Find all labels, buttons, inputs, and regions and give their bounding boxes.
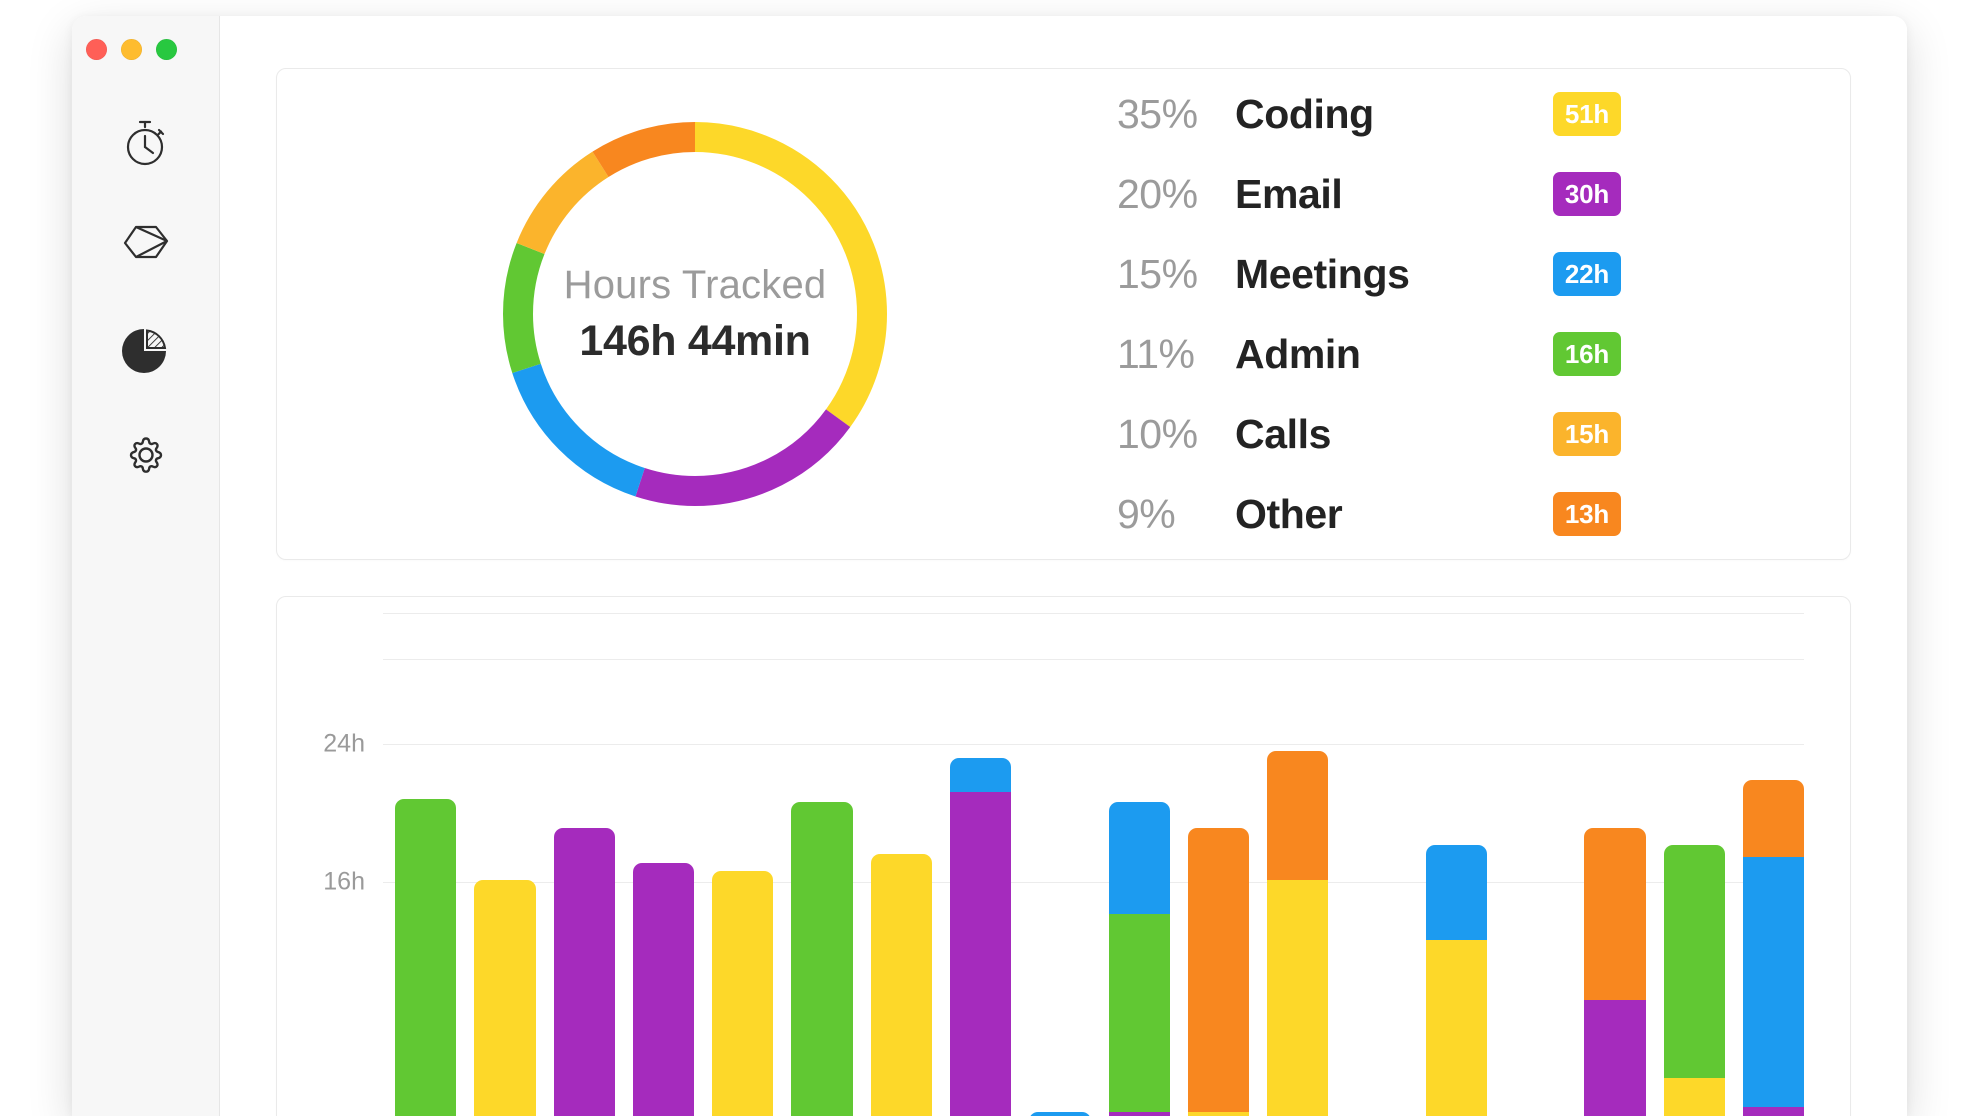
sidebar bbox=[72, 16, 220, 1116]
minimize-button[interactable] bbox=[121, 39, 142, 60]
chart-bar-segment bbox=[1663, 1077, 1725, 1116]
legend-category-name: Meetings bbox=[1235, 250, 1410, 297]
gear-icon bbox=[119, 428, 173, 482]
chart-bar-segment bbox=[791, 802, 853, 1116]
close-button[interactable] bbox=[86, 39, 107, 60]
chart-bar[interactable] bbox=[553, 828, 615, 1116]
donut-segment-other[interactable] bbox=[503, 122, 887, 506]
legend-percent: 20% bbox=[1117, 170, 1198, 217]
bar-chart[interactable]: 24h 16h bbox=[277, 597, 1850, 1116]
legend-hours-badge: 13h bbox=[1553, 492, 1621, 536]
legend-percent: 9% bbox=[1117, 490, 1176, 537]
legend-category-name: Other bbox=[1235, 490, 1343, 537]
chart-gridline bbox=[383, 881, 1804, 883]
chart-bar-segment bbox=[1584, 828, 1646, 1001]
chart-bar[interactable] bbox=[474, 879, 536, 1116]
chart-bar-segment bbox=[949, 757, 1012, 793]
category-legend: 35% Coding 51h 20% Email 30h 15% Meetings 22h 11%… bbox=[1117, 74, 1621, 554]
hours-summary-card: Hours Tracked 146h 44min 35% Coding 51h 20%… bbox=[276, 68, 1851, 560]
donut-svg bbox=[503, 122, 887, 506]
chart-bar-segment bbox=[1108, 802, 1170, 915]
chart-bar[interactable] bbox=[1663, 845, 1725, 1116]
polygon-icon bbox=[119, 222, 173, 272]
chart-bar-segment bbox=[1029, 1112, 1091, 1116]
sidebar-item-reports[interactable] bbox=[115, 320, 177, 382]
chart-bar-segment bbox=[632, 862, 695, 1116]
chart-bar-segment bbox=[1742, 780, 1805, 858]
legend-percent: 10% bbox=[1117, 410, 1198, 457]
legend-category-name: Coding bbox=[1235, 90, 1374, 137]
legend-hours-badge: 22h bbox=[1553, 252, 1621, 296]
chart-bar[interactable] bbox=[1742, 780, 1805, 1116]
legend-row[interactable]: 10% Calls 15h bbox=[1117, 394, 1621, 474]
legend-hours-badge: 15h bbox=[1553, 412, 1621, 456]
chart-bar-segment bbox=[1425, 845, 1487, 940]
chart-bar-segment bbox=[1187, 1112, 1250, 1116]
chart-gridline bbox=[383, 613, 1804, 614]
chart-bar-segment bbox=[870, 854, 932, 1116]
pie-chart-icon bbox=[120, 325, 172, 377]
sidebar-item-settings[interactable] bbox=[115, 424, 177, 486]
chart-bar-segment bbox=[1425, 940, 1487, 1116]
chart-gridline bbox=[383, 744, 1804, 746]
y-axis-tick-label: 16h bbox=[323, 867, 365, 896]
sidebar-item-timer[interactable] bbox=[115, 112, 177, 174]
chart-gridline bbox=[383, 659, 1804, 660]
legend-row[interactable]: 15% Meetings 22h bbox=[1117, 234, 1621, 314]
legend-hours-badge: 51h bbox=[1553, 92, 1621, 136]
legend-hours-badge: 30h bbox=[1553, 172, 1621, 216]
zoom-button[interactable] bbox=[156, 39, 177, 60]
sidebar-item-projects[interactable] bbox=[115, 216, 177, 278]
chart-bar[interactable] bbox=[1029, 1112, 1091, 1116]
y-axis-tick-label: 24h bbox=[323, 729, 365, 758]
sidebar-nav bbox=[72, 112, 219, 486]
chart-bar-segment bbox=[712, 871, 774, 1116]
donut-segment-email[interactable] bbox=[503, 122, 887, 506]
legend-hours-badge: 16h bbox=[1553, 332, 1621, 376]
legend-category-name: Calls bbox=[1235, 410, 1331, 457]
chart-bar[interactable] bbox=[1267, 750, 1329, 1116]
legend-category-name: Admin bbox=[1235, 330, 1361, 377]
chart-bar-segment bbox=[1742, 857, 1805, 1107]
chart-bar[interactable] bbox=[1425, 845, 1487, 1116]
donut-chart[interactable]: Hours Tracked 146h 44min bbox=[455, 104, 935, 524]
chart-bar-segment bbox=[1108, 914, 1170, 1112]
chart-bar[interactable] bbox=[949, 757, 1012, 1116]
chart-bar[interactable] bbox=[1108, 802, 1170, 1116]
legend-row[interactable]: 11% Admin 16h bbox=[1117, 314, 1621, 394]
app-window: Hours Tracked 146h 44min 35% Coding 51h 20%… bbox=[72, 16, 1907, 1116]
chart-bar-segment bbox=[1267, 879, 1329, 1116]
donut-segment-admin[interactable] bbox=[503, 122, 887, 506]
chart-bar[interactable] bbox=[632, 862, 695, 1116]
stopwatch-icon bbox=[121, 117, 171, 169]
legend-percent: 35% bbox=[1117, 90, 1198, 137]
main-content: Hours Tracked 146h 44min 35% Coding 51h 20%… bbox=[220, 16, 1907, 1116]
window-controls bbox=[86, 39, 177, 60]
chart-bar-segment bbox=[474, 879, 536, 1116]
legend-category-name: Email bbox=[1235, 170, 1343, 217]
chart-bar-segment bbox=[553, 828, 615, 1116]
legend-percent: 15% bbox=[1117, 250, 1198, 297]
chart-bar-segment bbox=[1187, 828, 1250, 1112]
chart-bar-segment bbox=[395, 798, 457, 1116]
chart-bar-segment bbox=[1742, 1106, 1805, 1116]
chart-bar[interactable] bbox=[712, 871, 774, 1116]
legend-row[interactable]: 35% Coding 51h bbox=[1117, 74, 1621, 154]
chart-bar-segment bbox=[1108, 1112, 1170, 1116]
daily-hours-card: 24h 16h bbox=[276, 596, 1851, 1116]
chart-bar-segment bbox=[949, 792, 1012, 1116]
legend-percent: 11% bbox=[1117, 330, 1195, 377]
chart-bar[interactable] bbox=[870, 854, 932, 1116]
chart-bar-segment bbox=[1267, 750, 1329, 880]
chart-bar[interactable] bbox=[395, 798, 457, 1116]
chart-bar[interactable] bbox=[791, 802, 853, 1116]
legend-row[interactable]: 9% Other 13h bbox=[1117, 474, 1621, 554]
chart-bar-segment bbox=[1663, 845, 1725, 1078]
legend-row[interactable]: 20% Email 30h bbox=[1117, 154, 1621, 234]
chart-bar[interactable] bbox=[1584, 828, 1646, 1116]
chart-bar-segment bbox=[1584, 1000, 1646, 1116]
chart-bar[interactable] bbox=[1187, 828, 1250, 1116]
